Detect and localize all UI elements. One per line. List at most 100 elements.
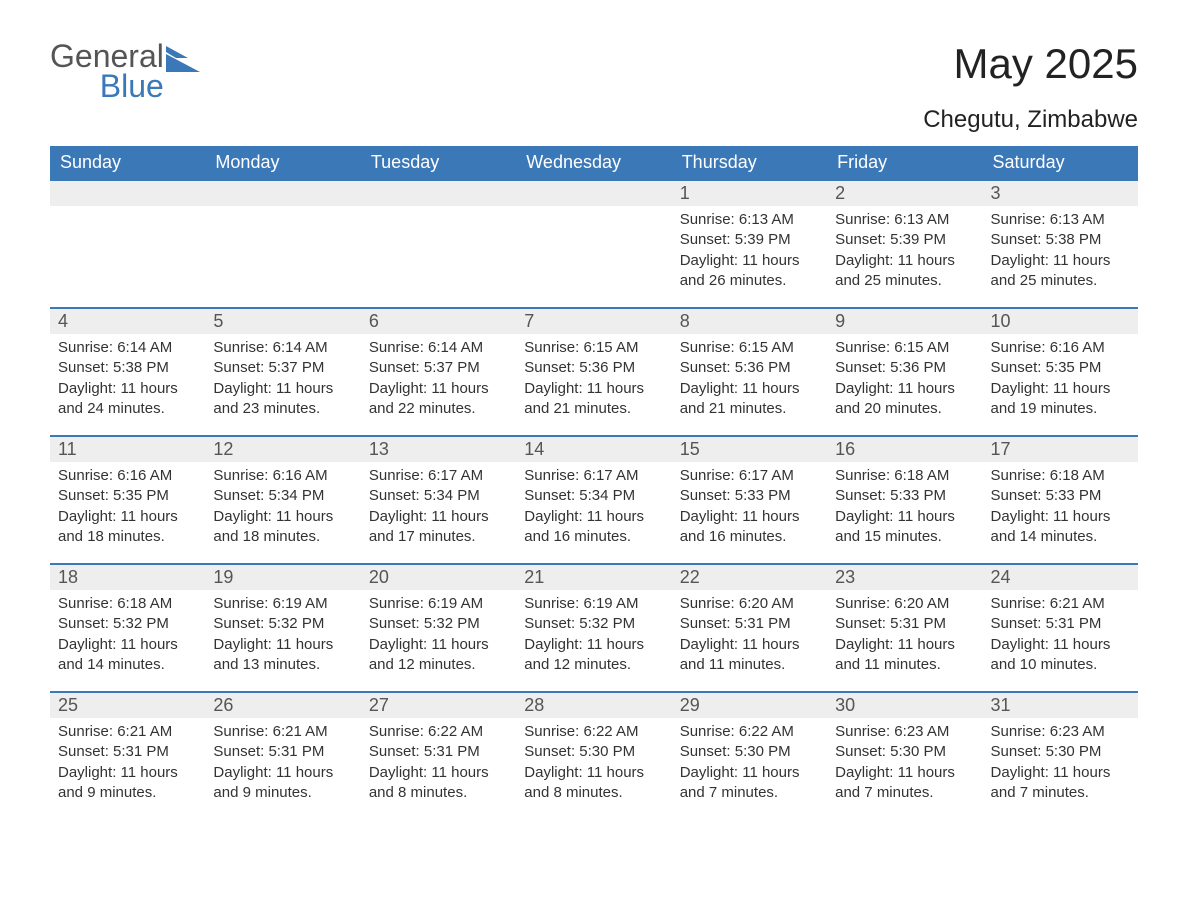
sunset-line: Sunset: 5:36 PM (680, 358, 819, 378)
calendar-cell: 9Sunrise: 6:15 AMSunset: 5:36 PMDaylight… (827, 307, 982, 435)
day-number: 6 (361, 307, 516, 334)
daylight-line: Daylight: 11 hours and 8 minutes. (369, 763, 508, 804)
daylight-line: Daylight: 11 hours and 25 minutes. (991, 251, 1130, 292)
sunrise-line: Sunrise: 6:15 AM (524, 338, 663, 358)
daylight-line: Daylight: 11 hours and 14 minutes. (991, 507, 1130, 548)
day-body: Sunrise: 6:23 AMSunset: 5:30 PMDaylight:… (983, 718, 1138, 811)
sunset-line: Sunset: 5:36 PM (835, 358, 974, 378)
calendar-cell: 19Sunrise: 6:19 AMSunset: 5:32 PMDayligh… (205, 563, 360, 691)
day-body: Sunrise: 6:15 AMSunset: 5:36 PMDaylight:… (516, 334, 671, 427)
day-body: Sunrise: 6:21 AMSunset: 5:31 PMDaylight:… (983, 590, 1138, 683)
daylight-line: Daylight: 11 hours and 14 minutes. (58, 635, 197, 676)
sunrise-line: Sunrise: 6:19 AM (213, 594, 352, 614)
daylight-line: Daylight: 11 hours and 18 minutes. (58, 507, 197, 548)
day-number: 29 (672, 691, 827, 718)
daylight-line: Daylight: 11 hours and 19 minutes. (991, 379, 1130, 420)
calendar-cell: 6 Sunrise: 6:14 AMSunset: 5:37 PMDaylight… (361, 307, 516, 435)
sunset-line: Sunset: 5:34 PM (213, 486, 352, 506)
daylight-line: Daylight: 11 hours and 12 minutes. (524, 635, 663, 676)
day-number: 28 (516, 691, 671, 718)
day-number: 12 (205, 435, 360, 462)
weekday-header: Wednesday (516, 146, 671, 179)
day-number: 24 (983, 563, 1138, 590)
sunset-line: Sunset: 5:32 PM (369, 614, 508, 634)
calendar-cell: 21Sunrise: 6:19 AMSunset: 5:32 PMDayligh… (516, 563, 671, 691)
day-number: 26 (205, 691, 360, 718)
sunset-line: Sunset: 5:30 PM (991, 742, 1130, 762)
day-number: 2 (827, 179, 982, 206)
calendar-cell: 5Sunrise: 6:14 AMSunset: 5:37 PMDaylight… (205, 307, 360, 435)
sunset-line: Sunset: 5:31 PM (680, 614, 819, 634)
daylight-line: Daylight: 11 hours and 8 minutes. (524, 763, 663, 804)
calendar-cell (205, 179, 360, 307)
logo-word2: Blue (50, 70, 164, 102)
sunset-line: Sunset: 5:33 PM (991, 486, 1130, 506)
page-title: May 2025 (954, 40, 1138, 88)
calendar-cell (516, 179, 671, 307)
day-body: Sunrise: 6:16 AMSunset: 5:35 PMDaylight:… (983, 334, 1138, 427)
sunset-line: Sunset: 5:30 PM (524, 742, 663, 762)
sunrise-line: Sunrise: 6:22 AM (369, 722, 508, 742)
day-body: Sunrise: 6:18 AMSunset: 5:32 PMDaylight:… (50, 590, 205, 683)
day-body: Sunrise: 6:16 AMSunset: 5:35 PMDaylight:… (50, 462, 205, 555)
day-body: Sunrise: 6:14 AMSunset: 5:38 PMDaylight:… (50, 334, 205, 427)
day-number: 10 (983, 307, 1138, 334)
weekday-header: Saturday (983, 146, 1138, 179)
day-body: Sunrise: 6:18 AMSunset: 5:33 PMDaylight:… (983, 462, 1138, 555)
sunset-line: Sunset: 5:39 PM (835, 230, 974, 250)
daylight-line: Daylight: 11 hours and 24 minutes. (58, 379, 197, 420)
day-body: Sunrise: 6:20 AMSunset: 5:31 PMDaylight:… (672, 590, 827, 683)
sunrise-line: Sunrise: 6:14 AM (369, 338, 508, 358)
daylight-line: Daylight: 11 hours and 11 minutes. (835, 635, 974, 676)
sunrise-line: Sunrise: 6:22 AM (680, 722, 819, 742)
day-body: Sunrise: 6:20 AMSunset: 5:31 PMDaylight:… (827, 590, 982, 683)
sunset-line: Sunset: 5:31 PM (991, 614, 1130, 634)
sunrise-line: Sunrise: 6:21 AM (58, 722, 197, 742)
day-number: 3 (983, 179, 1138, 206)
day-number: 11 (50, 435, 205, 462)
calendar-cell: 14Sunrise: 6:17 AMSunset: 5:34 PMDayligh… (516, 435, 671, 563)
calendar-cell: 24Sunrise: 6:21 AMSunset: 5:31 PMDayligh… (983, 563, 1138, 691)
sunset-line: Sunset: 5:37 PM (369, 358, 508, 378)
calendar-cell: 26Sunrise: 6:21 AMSunset: 5:31 PMDayligh… (205, 691, 360, 819)
weekday-header-row: SundayMondayTuesdayWednesdayThursdayFrid… (50, 146, 1138, 179)
day-number: 5 (205, 307, 360, 334)
sunrise-line: Sunrise: 6:16 AM (58, 466, 197, 486)
sunrise-line: Sunrise: 6:14 AM (213, 338, 352, 358)
day-body: Sunrise: 6:22 AMSunset: 5:30 PMDaylight:… (672, 718, 827, 811)
day-body: Sunrise: 6:13 AMSunset: 5:39 PMDaylight:… (672, 206, 827, 299)
calendar-row: 25Sunrise: 6:21 AMSunset: 5:31 PMDayligh… (50, 691, 1138, 819)
calendar-cell: 1Sunrise: 6:13 AMSunset: 5:39 PMDaylight… (672, 179, 827, 307)
sunset-line: Sunset: 5:32 PM (524, 614, 663, 634)
daylight-line: Daylight: 11 hours and 20 minutes. (835, 379, 974, 420)
sunrise-line: Sunrise: 6:23 AM (835, 722, 974, 742)
sunrise-line: Sunrise: 6:18 AM (58, 594, 197, 614)
daylight-line: Daylight: 11 hours and 25 minutes. (835, 251, 974, 292)
day-number: 14 (516, 435, 671, 462)
calendar-cell: 30Sunrise: 6:23 AMSunset: 5:30 PMDayligh… (827, 691, 982, 819)
logo-text: General Blue (50, 40, 164, 102)
sunrise-line: Sunrise: 6:17 AM (680, 466, 819, 486)
daylight-line: Daylight: 11 hours and 13 minutes. (213, 635, 352, 676)
calendar-row: 4Sunrise: 6:14 AMSunset: 5:38 PMDaylight… (50, 307, 1138, 435)
calendar-cell: 28Sunrise: 6:22 AMSunset: 5:30 PMDayligh… (516, 691, 671, 819)
day-number: 4 (50, 307, 205, 334)
sunrise-line: Sunrise: 6:19 AM (524, 594, 663, 614)
day-body: Sunrise: 6:22 AMSunset: 5:31 PMDaylight:… (361, 718, 516, 811)
day-number: 30 (827, 691, 982, 718)
daylight-line: Daylight: 11 hours and 16 minutes. (680, 507, 819, 548)
sunrise-line: Sunrise: 6:18 AM (991, 466, 1130, 486)
sunrise-line: Sunrise: 6:16 AM (213, 466, 352, 486)
day-body: Sunrise: 6:19 AMSunset: 5:32 PMDaylight:… (205, 590, 360, 683)
daylight-line: Daylight: 11 hours and 21 minutes. (680, 379, 819, 420)
calendar-body: 1Sunrise: 6:13 AMSunset: 5:39 PMDaylight… (50, 179, 1138, 819)
day-body: Sunrise: 6:17 AMSunset: 5:34 PMDaylight:… (516, 462, 671, 555)
sunrise-line: Sunrise: 6:20 AM (835, 594, 974, 614)
calendar-cell: 12Sunrise: 6:16 AMSunset: 5:34 PMDayligh… (205, 435, 360, 563)
sunset-line: Sunset: 5:38 PM (991, 230, 1130, 250)
sunrise-line: Sunrise: 6:23 AM (991, 722, 1130, 742)
sunrise-line: Sunrise: 6:15 AM (680, 338, 819, 358)
calendar-cell: 8Sunrise: 6:15 AMSunset: 5:36 PMDaylight… (672, 307, 827, 435)
sunset-line: Sunset: 5:31 PM (213, 742, 352, 762)
daylight-line: Daylight: 11 hours and 22 minutes. (369, 379, 508, 420)
